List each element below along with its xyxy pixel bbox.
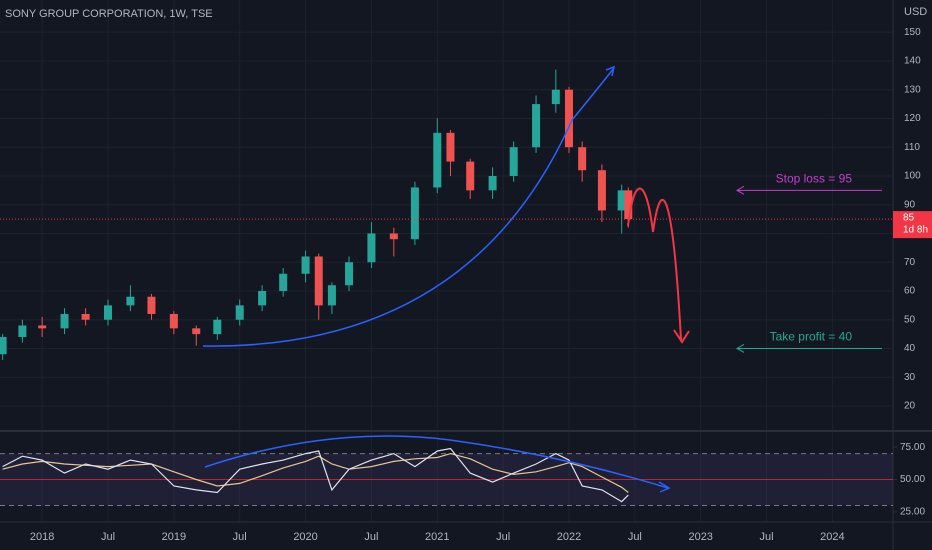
y-tick-label: 50	[904, 314, 916, 325]
trend-arrow	[571, 65, 616, 121]
candle-body	[389, 233, 398, 240]
candle-body	[624, 190, 633, 220]
x-tick-label: Jul	[101, 531, 115, 543]
y-tick-label: 40	[904, 343, 916, 354]
y-tick-label: 90	[904, 199, 916, 210]
candle-body	[466, 161, 475, 191]
x-tick-label: Jul	[628, 531, 642, 543]
candle-body	[301, 256, 310, 274]
candle-body	[509, 147, 518, 176]
candle-body	[564, 89, 573, 148]
y-tick-label: 140	[904, 56, 921, 67]
x-tick-label: 2023	[688, 531, 712, 543]
candle-body	[18, 325, 27, 337]
candle-body	[213, 319, 222, 335]
x-tick-label: 2022	[557, 531, 581, 543]
candle-body	[617, 190, 626, 211]
y-tick-label: 30	[904, 372, 916, 383]
x-tick-label: Jul	[496, 531, 510, 543]
current-price-label: 85	[903, 213, 915, 224]
y-tick-label: 110	[904, 142, 920, 153]
candle-body	[126, 296, 135, 306]
candle-body	[235, 305, 244, 320]
candle-body	[532, 104, 541, 148]
stop-loss-arrow	[735, 185, 882, 195]
candle-body	[279, 273, 288, 291]
x-tick-label: 2024	[820, 531, 844, 543]
take-profit-arrow	[735, 344, 882, 353]
candle-body	[314, 256, 323, 306]
countdown-label: 1d 8h	[903, 225, 928, 236]
candle-body	[345, 262, 354, 286]
candle-body	[597, 170, 606, 211]
chart-title: SONY GROUP CORPORATION, 1W, TSE	[5, 8, 213, 20]
candle-body	[38, 325, 47, 329]
rsi-background	[0, 453, 893, 506]
rsi-tick-label: 25.00	[900, 507, 925, 518]
candle-body	[433, 132, 442, 188]
candle-body	[367, 233, 376, 263]
candle-body	[410, 187, 419, 240]
currency-label: USD	[904, 6, 927, 18]
x-tick-label: 2020	[293, 531, 317, 543]
candle-body	[60, 313, 69, 329]
candle-body	[169, 313, 178, 329]
candle-body	[0, 336, 7, 355]
x-tick-label: Jul	[233, 531, 247, 543]
x-tick-label: Jul	[364, 531, 378, 543]
candle-body	[446, 132, 455, 162]
trend-arc	[202, 119, 573, 347]
candle-body	[551, 89, 560, 105]
candle-body	[104, 305, 113, 320]
y-tick-label: 130	[904, 84, 921, 95]
candle-body	[192, 328, 201, 335]
candle-body	[258, 290, 267, 306]
y-tick-label: 100	[904, 171, 921, 182]
y-tick-label: 60	[904, 286, 916, 297]
rsi-tick-label: 75.00	[900, 442, 925, 453]
rsi-trend	[204, 435, 671, 493]
y-tick-label: 150	[904, 27, 921, 38]
candle-body	[147, 296, 156, 314]
take-profit-label: Take profit = 40	[770, 330, 853, 344]
x-tick-label: 2019	[162, 531, 186, 543]
candle-body	[81, 313, 90, 320]
y-tick-label: 120	[904, 113, 921, 124]
x-tick-label: 2021	[425, 531, 449, 543]
candle-body	[578, 147, 587, 171]
stop-loss-label: Stop loss = 95	[776, 172, 853, 186]
projection-path	[627, 187, 690, 344]
candle-body	[488, 175, 497, 191]
y-tick-label: 20	[904, 401, 916, 412]
y-tick-label: 70	[904, 257, 916, 268]
candle-body	[327, 285, 336, 306]
rsi-tick-label: 50.00	[900, 474, 925, 485]
current-price-box	[893, 211, 932, 239]
x-tick-label: 2018	[30, 531, 54, 543]
x-tick-label: Jul	[760, 531, 774, 543]
